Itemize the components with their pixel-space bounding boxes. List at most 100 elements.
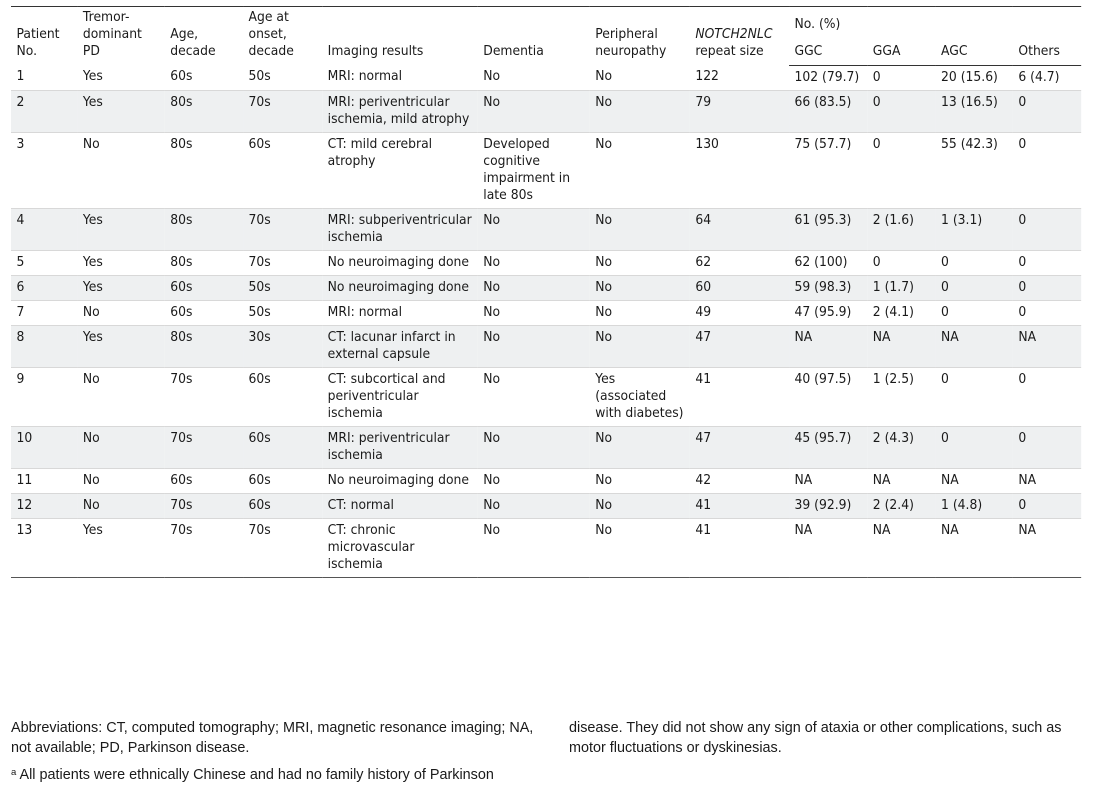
cell-age: 80s: [170, 93, 193, 110]
cell-age: 60s: [170, 68, 193, 84]
cell-agc: 13 (16.5): [941, 93, 998, 110]
cell-gga: NA: [872, 471, 891, 488]
cell-neuropathy: No: [595, 253, 613, 270]
cell-dementia: No: [483, 496, 501, 513]
cell-imaging: No neuroimaging done: [327, 253, 469, 270]
header-patient-no-line1: Patient: [16, 26, 60, 42]
cell-ggc: 39 (92.9): [794, 496, 852, 513]
cell-ggc: 61 (95.3): [794, 211, 852, 228]
cell-others: NA: [1018, 521, 1037, 538]
cell-others: 0: [1018, 429, 1027, 446]
cell-no: 13: [16, 521, 33, 538]
header-tremor-line1: Tremor-: [82, 9, 130, 25]
cell-onset: 60s: [248, 135, 271, 152]
cell-tremor: No: [82, 370, 100, 387]
header-group-text: No. (%): [794, 16, 841, 32]
cell-no: 12: [16, 496, 33, 513]
cell-imaging: CT: normal: [327, 496, 394, 513]
cell-repeat: 79: [695, 93, 712, 110]
header-tremor-line3: PD: [82, 43, 100, 59]
cell-agc: NA: [941, 328, 959, 345]
cell-onset: 70s: [248, 211, 271, 228]
cell-repeat: 47: [695, 429, 712, 446]
table-row: 8 Yes 80s 30s CT: lacunar infarct in externa…: [11, 325, 1082, 367]
cell-agc: 55 (42.3): [941, 135, 998, 152]
cell-neuropathy: Yes (associated with diabetes): [595, 370, 684, 421]
cell-onset: 50s: [248, 68, 271, 84]
header-age-line2: decade: [170, 43, 216, 59]
header-repeat-line1: NOTCH2NLC: [695, 26, 773, 42]
cell-repeat: 49: [695, 303, 712, 320]
cell-ggc: NA: [794, 521, 813, 538]
cell-agc: 1 (4.8): [941, 496, 983, 513]
cell-gga: 0: [872, 93, 881, 110]
cell-neuropathy: No: [595, 521, 613, 538]
cell-ggc: 75 (57.7): [794, 135, 852, 152]
cell-onset: 60s: [248, 370, 271, 387]
cell-no: 8: [16, 328, 25, 345]
cell-repeat: 41: [695, 496, 712, 513]
cell-tremor: Yes: [82, 211, 103, 228]
cell-others: 0: [1018, 303, 1027, 320]
table-row: 7 No 60s 50s MRI: normal No No 49 47 (95.9) 2 (4.…: [11, 300, 1082, 325]
cell-onset: 60s: [248, 496, 271, 513]
cell-gga: 0: [872, 253, 881, 270]
table-row: 6 Yes 60s 50s No neuroimaging done No No 60 59 (…: [11, 275, 1082, 300]
cell-imaging: No neuroimaging done: [327, 471, 469, 488]
header-ggc: GGC: [789, 38, 868, 66]
header-others: Others: [1012, 38, 1082, 66]
header-tremor-line2: dominant: [82, 26, 142, 42]
cell-repeat: 64: [695, 211, 712, 228]
cell-dementia: No: [483, 471, 501, 488]
cell-onset: 60s: [248, 429, 271, 446]
footnote-start: All patients were ethnically Chinese and…: [19, 767, 494, 783]
cell-dementia: No: [483, 211, 501, 228]
cell-age: 80s: [170, 253, 193, 270]
cell-age: 70s: [170, 370, 193, 387]
cell-dementia: No: [483, 370, 501, 387]
header-neuropathy-line1: Peripheral: [595, 26, 658, 42]
cell-onset: 70s: [248, 253, 271, 270]
cell-age: 70s: [170, 429, 193, 446]
cell-agc: 1 (3.1): [941, 211, 983, 228]
cell-imaging: CT: subcortical and periventricular isch…: [327, 370, 446, 421]
cell-dementia: Developed cognitive impairment in late 8…: [483, 135, 571, 203]
cell-others: 0: [1018, 93, 1027, 110]
cell-others: 0: [1018, 211, 1027, 228]
cell-tremor: No: [82, 496, 100, 513]
cell-neuropathy: No: [595, 68, 613, 84]
cell-onset: 30s: [248, 328, 271, 345]
cell-imaging: MRI: subperiventricular ischemia: [327, 211, 472, 245]
cell-age: 80s: [170, 211, 193, 228]
cell-imaging: CT: mild cerebral atrophy: [327, 135, 433, 169]
cell-neuropathy: No: [595, 135, 613, 152]
cell-ggc: 62 (100): [794, 253, 848, 270]
header-age-onset-line3: decade: [248, 43, 294, 59]
cell-agc: 0: [941, 370, 949, 387]
cell-dementia: No: [483, 253, 501, 270]
cell-gga: 0: [872, 68, 881, 85]
patient-table: Patient No. Tremor- dominant PD Age, dec…: [11, 6, 1082, 578]
cell-tremor: No: [82, 429, 100, 446]
footnote-marker: a: [11, 767, 17, 778]
header-age-line1: Age,: [170, 26, 199, 42]
cell-ggc: 66 (83.5): [794, 93, 852, 110]
cell-agc: 0: [941, 429, 949, 446]
cell-dementia: No: [483, 328, 501, 345]
table-row: 3 No 80s 60s CT: mild cerebral atrophy Develo…: [11, 132, 1082, 208]
cell-repeat: 130: [695, 135, 719, 152]
data-table-container: Patient No. Tremor- dominant PD Age, dec…: [11, 6, 1082, 578]
cell-no: 3: [16, 135, 25, 152]
header-patient-no: Patient No.: [11, 6, 78, 65]
cell-age: 60s: [170, 278, 193, 295]
cell-imaging: MRI: periventricular ischemia, mild atro…: [327, 93, 470, 127]
cell-imaging: No neuroimaging done: [327, 278, 469, 295]
header-gga: GGA: [867, 38, 936, 66]
cell-neuropathy: No: [595, 303, 613, 320]
cell-agc: 0: [941, 253, 949, 270]
cell-neuropathy: No: [595, 471, 613, 488]
cell-others: 0: [1018, 135, 1027, 152]
cell-tremor: Yes: [82, 253, 103, 270]
cell-agc: NA: [941, 471, 959, 488]
header-age: Age, decade: [164, 6, 244, 65]
